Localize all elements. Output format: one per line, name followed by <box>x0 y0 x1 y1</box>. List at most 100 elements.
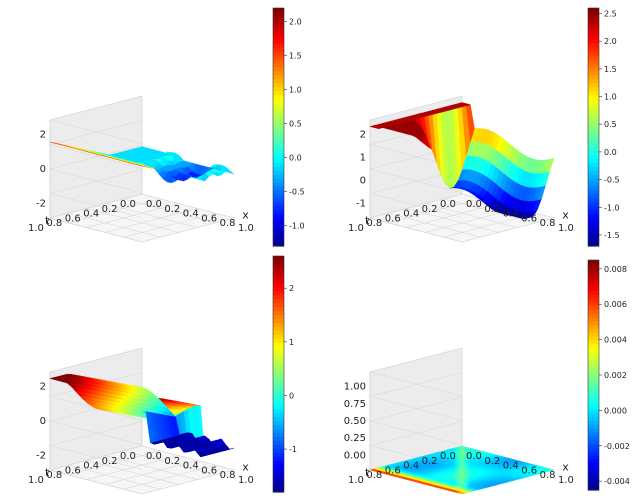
colorbar-band <box>588 340 599 345</box>
grid-line <box>369 421 463 446</box>
surface-patch <box>137 146 147 150</box>
colorbar-tick-label: -0.002 <box>604 442 630 451</box>
colorbar-tick-label: 0.5 <box>604 120 617 129</box>
colorbar-band <box>588 103 599 108</box>
colorbar-band <box>588 206 599 211</box>
colorbar-band <box>273 425 284 430</box>
colorbar-band <box>588 79 599 84</box>
colorbar-band <box>273 393 284 399</box>
colorbar-band <box>588 348 599 353</box>
colorbar-band <box>588 138 599 144</box>
x-tick-label: 1.0 <box>558 475 574 486</box>
colorbar-band <box>273 429 284 434</box>
grid-line <box>86 208 179 233</box>
grid-line <box>105 460 198 485</box>
colorbar-band <box>588 230 599 235</box>
colorbar-band <box>273 334 284 340</box>
colorbar-tick-label: -0.004 <box>604 477 630 486</box>
grid-line <box>461 217 555 243</box>
x-tick-label: 0.6 <box>201 465 217 476</box>
colorbar-band <box>273 79 284 84</box>
colorbar-band <box>588 71 599 77</box>
colorbar-band <box>273 472 284 477</box>
colorbar-band <box>273 162 284 168</box>
colorbar-band <box>588 478 599 483</box>
colorbar-band <box>273 436 284 442</box>
colorbar-band <box>588 51 599 57</box>
colorbar-band <box>588 436 599 441</box>
z-tick-label: 2 <box>40 382 46 393</box>
colorbar-band <box>588 226 599 231</box>
t-tick-label: 0.6 <box>65 465 81 476</box>
grid-line <box>49 420 143 446</box>
colorbar-band <box>273 389 284 395</box>
colorbar-band <box>273 67 284 73</box>
x-tick-label: 0.2 <box>164 456 180 467</box>
x-tick-label: 0.4 <box>183 209 199 220</box>
colorbar-tick-label: 0.002 <box>604 371 627 380</box>
colorbar-tick-label: 0.004 <box>604 336 627 345</box>
colorbar-tick-label: -0.5 <box>289 188 305 197</box>
colorbar-tick-label: 1 <box>289 338 294 347</box>
colorbar-band <box>273 83 284 88</box>
x-axis-label: x <box>242 208 249 221</box>
surface-plot <box>369 445 555 495</box>
colorbar-band <box>588 214 599 219</box>
colorbar-band <box>273 11 284 17</box>
colorbar-band <box>588 218 599 223</box>
colorbar-tick-label: 0.006 <box>604 300 627 309</box>
colorbar-tick-label: 0.008 <box>604 265 627 274</box>
colorbar-tick-label: 2 <box>289 284 294 293</box>
z-tick-label: -2 <box>36 198 46 209</box>
surface-plot <box>49 141 235 184</box>
colorbar-band <box>273 452 284 458</box>
grid-line <box>49 193 143 218</box>
t-tick-label: 0.2 <box>422 204 438 215</box>
x-tick-label: 0.0 <box>466 199 482 210</box>
colorbar-band <box>273 87 284 92</box>
colorbar-band <box>588 99 599 104</box>
t-tick-label: 0.8 <box>46 470 62 481</box>
colorbar-band <box>588 470 599 476</box>
colorbar-band <box>588 142 599 148</box>
t-tick-label: 0.4 <box>403 209 419 220</box>
colorbar-tick-label: -1 <box>289 445 297 454</box>
colorbar-band <box>588 344 599 349</box>
colorbar-band <box>588 170 599 176</box>
colorbar-band <box>588 413 599 418</box>
colorbar-band <box>588 386 599 391</box>
z-tick-label: 2 <box>40 130 46 141</box>
colorbar-band <box>273 43 284 49</box>
z-tick-label: 1 <box>360 153 366 164</box>
colorbar-band <box>588 375 599 380</box>
grid-line <box>369 193 463 218</box>
colorbar-band <box>273 218 284 223</box>
colorbar-band <box>273 166 284 172</box>
grid-line <box>141 217 235 243</box>
colorbar-frame <box>272 7 285 247</box>
x-tick-label: 0.2 <box>164 204 180 215</box>
colorbar-band <box>588 130 599 136</box>
colorbar-band <box>273 358 284 363</box>
colorbar-frame <box>587 7 600 247</box>
colorbar-band <box>588 444 599 449</box>
colorbar-band <box>273 283 284 289</box>
colorbar-band <box>273 107 284 112</box>
colorbar-band <box>588 83 599 88</box>
colorbar-band <box>588 23 599 29</box>
colorbar-band <box>273 303 284 308</box>
colorbar-band <box>588 317 599 322</box>
colorbar-band <box>273 103 284 108</box>
colorbar-band <box>273 59 284 65</box>
x-tick-label: 0.8 <box>540 218 556 229</box>
colorbar-band <box>588 111 599 116</box>
t-tick-label: 1.0 <box>348 223 364 234</box>
colorbar-band <box>273 287 284 292</box>
colorbar-band <box>588 31 599 37</box>
x-tick-label: 0.0 <box>146 451 162 462</box>
surface-plot <box>369 102 555 219</box>
grid-line <box>369 420 463 446</box>
colorbar-band <box>588 459 599 464</box>
grid-line <box>49 421 143 446</box>
colorbar-band <box>273 318 284 324</box>
